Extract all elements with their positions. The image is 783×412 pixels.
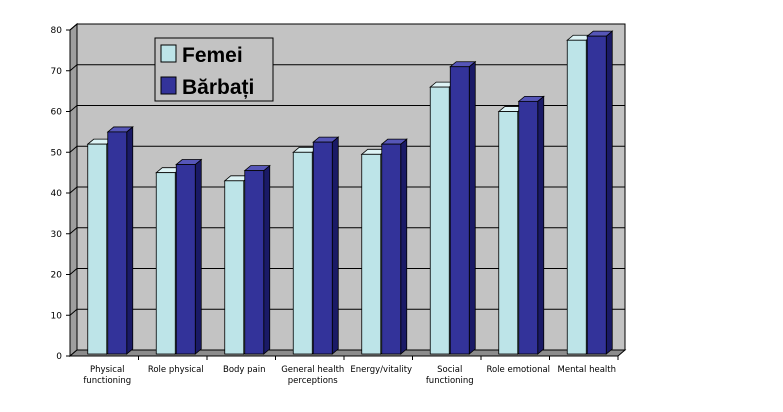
x-tick-label: Physical functioning — [83, 365, 131, 386]
y-tick-label: 80 — [51, 26, 63, 36]
bar-barbati-1 — [175, 158, 203, 355]
x-tick-label: Role physical — [148, 365, 204, 375]
x-tick-label: Role emotional — [486, 365, 550, 375]
y-tick-label: 60 — [51, 108, 63, 118]
x-tick-label: Energy/vitality — [350, 365, 412, 375]
bar-barbati-0 — [106, 126, 134, 355]
y-tick-label: 40 — [51, 189, 63, 199]
gridline — [69, 23, 625, 31]
y-tick-label: 30 — [51, 230, 63, 240]
x-tick-label: Body pain — [223, 365, 266, 375]
gridline — [69, 64, 625, 72]
floor — [68, 349, 627, 357]
legend-swatch-barbati — [160, 76, 177, 95]
legend-swatch-femei — [160, 44, 177, 63]
bars — [86, 30, 614, 355]
x-tick-label: Social functioning — [426, 365, 474, 386]
y-axis-ticks: 0 10 20 30 40 50 60 70 80 — [51, 26, 71, 362]
y-tick-label: 10 — [51, 311, 63, 321]
bar-barbati-2 — [243, 164, 271, 355]
bar-barbati-6 — [517, 95, 545, 355]
legend-label-femei: Femei — [182, 44, 243, 67]
bar-barbati-7 — [586, 30, 614, 355]
y-tick-label: 20 — [51, 271, 63, 281]
bar-barbati-4 — [380, 138, 408, 355]
y-tick-label: 70 — [51, 67, 63, 77]
bar-barbati-5 — [449, 60, 477, 355]
x-tick-label: Mental health — [558, 365, 616, 375]
bar-barbati-3 — [312, 136, 340, 355]
legend: Femei Bărbați — [154, 37, 274, 102]
y-tick-label: 50 — [51, 148, 63, 158]
x-tick-label: General health perceptions — [281, 365, 344, 386]
y-tick-label: 0 — [56, 352, 62, 362]
legend-label-barbati: Bărbați — [182, 76, 254, 99]
x-axis-labels: Physical functioning Role physical Body pai… — [83, 356, 619, 386]
